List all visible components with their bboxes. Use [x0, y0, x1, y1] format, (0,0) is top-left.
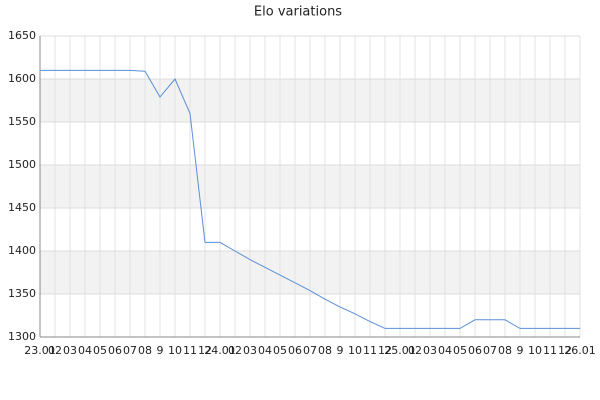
x-tick-label: 07 [483, 344, 497, 357]
x-tick-label: 10 [168, 344, 182, 357]
x-tick-label: 05 [273, 344, 287, 357]
x-tick-label: 12 [558, 344, 572, 357]
y-tick-label: 1300 [8, 330, 36, 343]
x-tick-label: 02 [48, 344, 62, 357]
x-tick-label: 07 [303, 344, 317, 357]
x-tick-label: 06 [108, 344, 122, 357]
x-tick-label: 03 [63, 344, 77, 357]
x-tick-label: 02 [408, 344, 422, 357]
x-tick-label: 24.01 [204, 344, 236, 357]
y-tick-label: 1350 [8, 287, 36, 300]
x-tick-label: 9 [517, 344, 524, 357]
x-tick-label: 03 [243, 344, 257, 357]
x-tick-label: 04 [438, 344, 452, 357]
x-tick-label: 05 [93, 344, 107, 357]
x-tick-label: 02 [228, 344, 242, 357]
x-tick-label: 03 [423, 344, 437, 357]
x-tick-label: 9 [157, 344, 164, 357]
x-tick-label: 06 [288, 344, 302, 357]
x-tick-label: 25.01 [384, 344, 416, 357]
x-tick-label: 23.01 [24, 344, 56, 357]
x-tick-label: 10 [528, 344, 542, 357]
y-tick-label: 1650 [8, 29, 36, 42]
x-tick-label: 06 [468, 344, 482, 357]
x-tick-label: 10 [348, 344, 362, 357]
x-tick-label: 08 [498, 344, 512, 357]
x-tick-label: 12 [378, 344, 392, 357]
x-tick-label: 11 [543, 344, 557, 357]
x-tick-label: 04 [78, 344, 92, 357]
line [40, 69, 580, 329]
x-tick-label: 07 [123, 344, 137, 357]
y-tick-label: 1400 [8, 244, 36, 257]
x-tick-label: 26.01 [564, 344, 596, 357]
x-tick-label: 12 [198, 344, 212, 357]
x-tick-label: 11 [363, 344, 377, 357]
x-tick-label: 08 [138, 344, 152, 357]
x-tick-label: 08 [318, 344, 332, 357]
y-tick-label: 1450 [8, 201, 36, 214]
x-tick-label: 9 [337, 344, 344, 357]
x-tick-label: 05 [453, 344, 467, 357]
x-tick-label: 04 [258, 344, 272, 357]
y-tick-label: 1500 [8, 158, 36, 171]
chart-title: Elo variations [254, 5, 342, 20]
y-tick-label: 1600 [8, 72, 36, 85]
y-tick-label: 1550 [8, 115, 36, 128]
x-tick-label: 11 [183, 344, 197, 357]
